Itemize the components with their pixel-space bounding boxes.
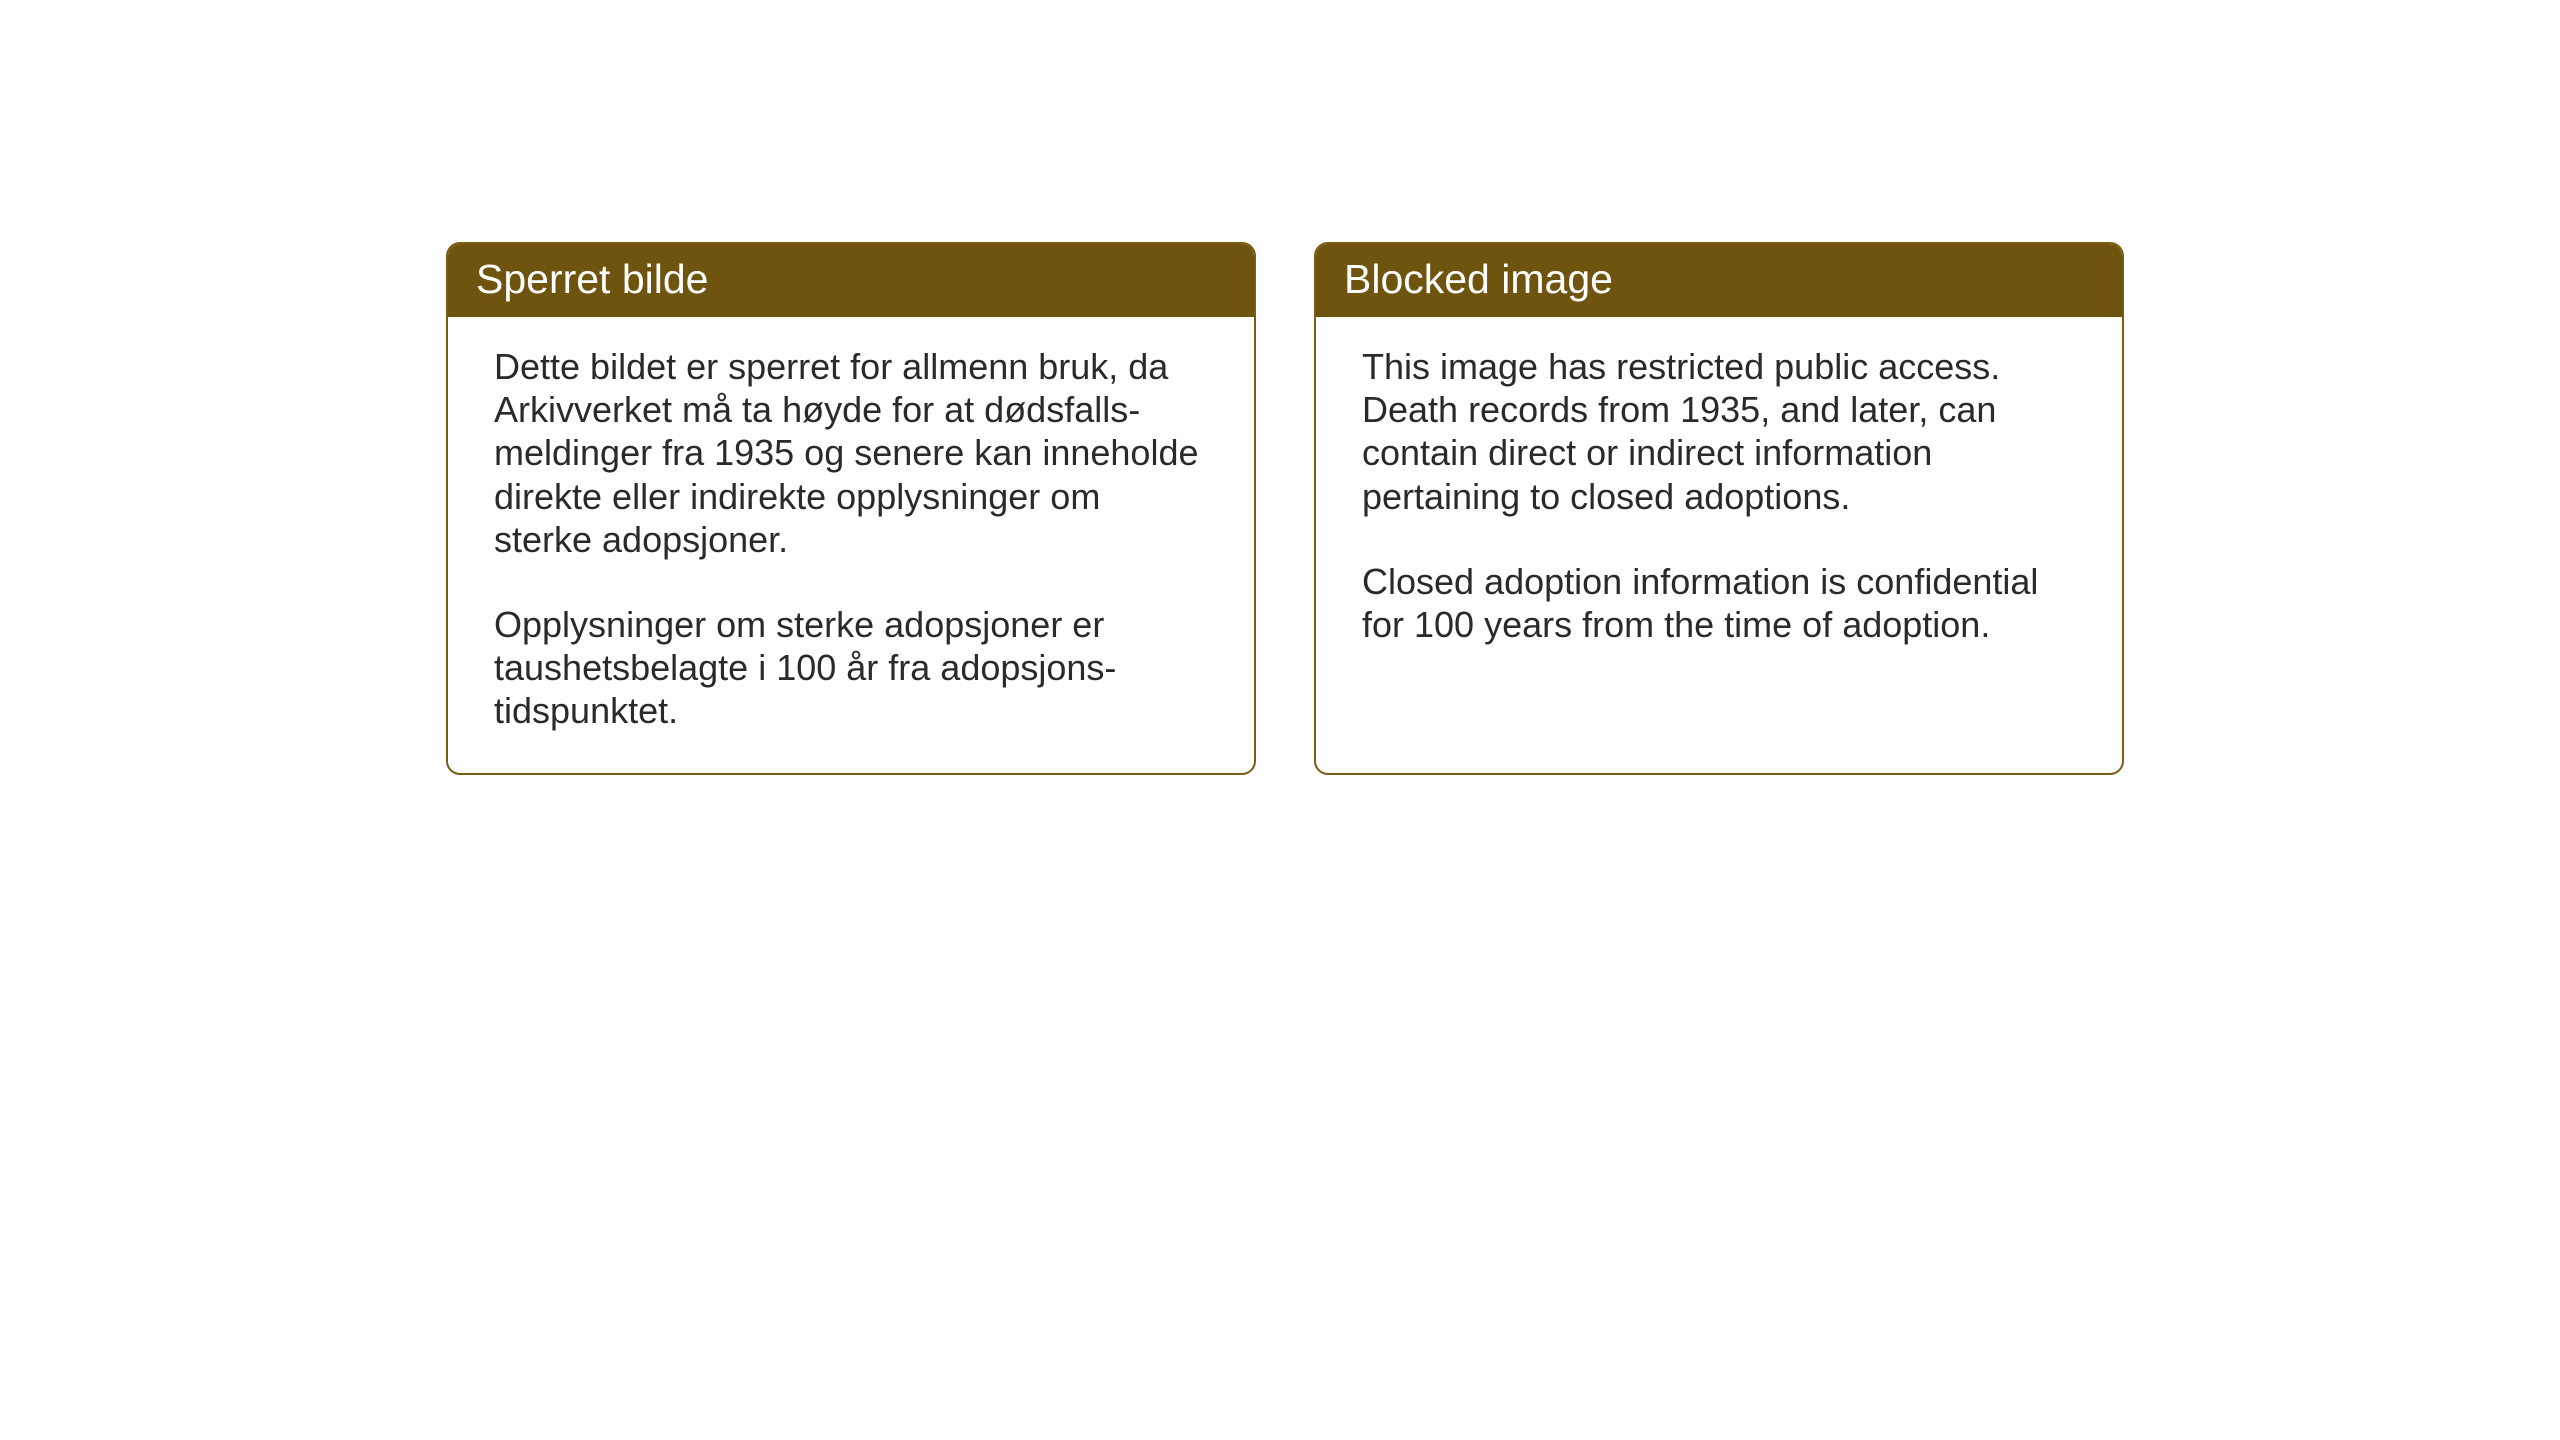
card-norwegian-paragraph-2: Opplysninger om sterke adopsjoner er tau… bbox=[494, 603, 1208, 733]
card-norwegian-header: Sperret bilde bbox=[448, 244, 1254, 317]
cards-container: Sperret bilde Dette bildet er sperret fo… bbox=[446, 242, 2124, 775]
card-norwegian: Sperret bilde Dette bildet er sperret fo… bbox=[446, 242, 1256, 775]
card-english-header: Blocked image bbox=[1316, 244, 2122, 317]
card-english-paragraph-1: This image has restricted public access.… bbox=[1362, 345, 2076, 518]
card-english: Blocked image This image has restricted … bbox=[1314, 242, 2124, 775]
card-english-body: This image has restricted public access.… bbox=[1316, 317, 2122, 686]
card-norwegian-body: Dette bildet er sperret for allmenn bruk… bbox=[448, 317, 1254, 773]
card-english-paragraph-2: Closed adoption information is confident… bbox=[1362, 560, 2076, 646]
card-norwegian-paragraph-1: Dette bildet er sperret for allmenn bruk… bbox=[494, 345, 1208, 561]
